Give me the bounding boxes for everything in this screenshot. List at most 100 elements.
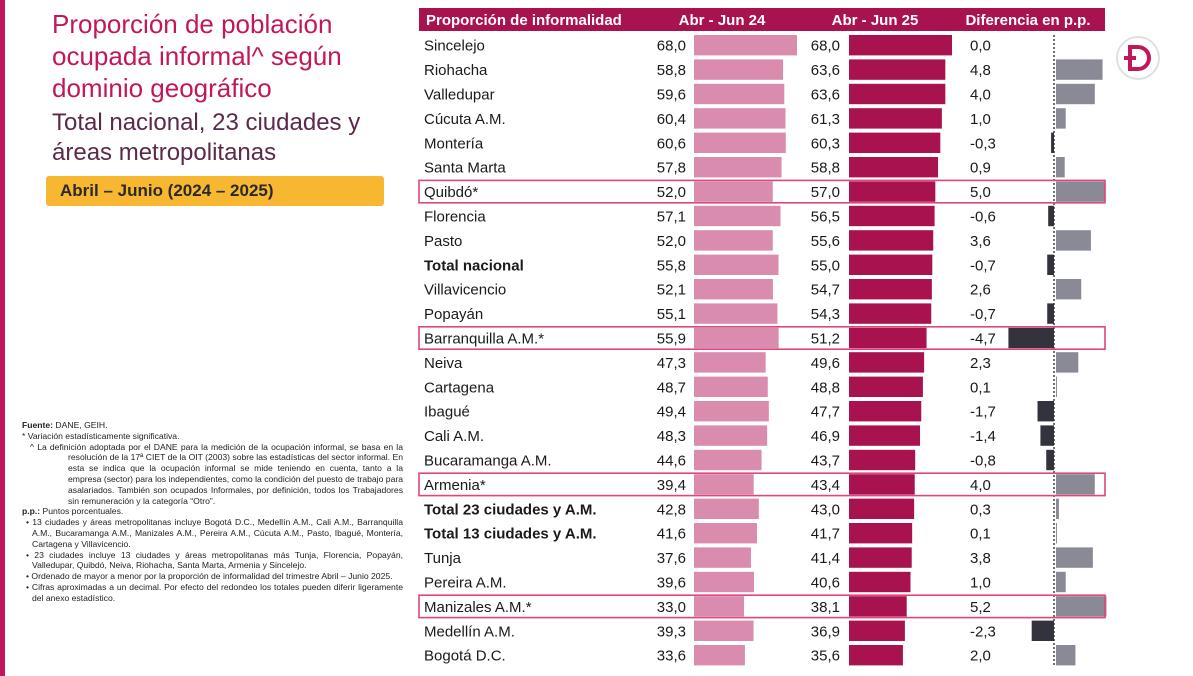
row-label: Villavicencio bbox=[424, 282, 506, 299]
row-label: Cartagena bbox=[424, 379, 495, 396]
bar-2024 bbox=[694, 596, 744, 617]
value-2025: 63,6 bbox=[811, 87, 840, 104]
row-label: Cali A.M. bbox=[424, 428, 484, 445]
bar-2024 bbox=[694, 303, 778, 324]
period-badge: Abril – Junio (2024 – 2025) bbox=[46, 176, 384, 206]
diff-bar bbox=[1056, 376, 1057, 397]
row-label: Florencia bbox=[424, 209, 486, 226]
value-2024: 55,9 bbox=[657, 331, 686, 348]
bar-2024 bbox=[694, 474, 754, 495]
note-rounding: • Cifras aproximadas a un decimal. Por e… bbox=[26, 581, 403, 603]
diff-value: -1,7 bbox=[970, 404, 996, 421]
bar-2024 bbox=[694, 254, 779, 275]
diff-bar bbox=[1046, 449, 1054, 471]
source-label: Fuente: bbox=[22, 420, 54, 430]
bar-2024 bbox=[694, 205, 781, 227]
bar-2025 bbox=[849, 547, 912, 568]
value-2024: 60,4 bbox=[657, 111, 686, 128]
diff-bar bbox=[1056, 59, 1103, 80]
row-label: Armenia* bbox=[424, 477, 486, 494]
row-label: Total nacional bbox=[424, 257, 524, 274]
diff-value: -1,4 bbox=[970, 428, 996, 445]
diff-value: 0,0 bbox=[970, 38, 991, 55]
bar-2024 bbox=[694, 59, 784, 80]
diff-value: -0,7 bbox=[970, 306, 996, 323]
value-2025: 58,8 bbox=[811, 160, 840, 177]
bar-2024 bbox=[694, 620, 754, 641]
header-cell: Abr - Jun 25 bbox=[832, 12, 919, 29]
diff-bar bbox=[1056, 352, 1079, 373]
row-label: Quibdó* bbox=[424, 184, 478, 201]
bar-2024 bbox=[694, 35, 797, 56]
row-label: Santa Marta bbox=[424, 160, 506, 177]
diff-value: 3,8 bbox=[970, 550, 991, 567]
value-2025: 41,4 bbox=[811, 550, 840, 567]
diff-value: -0,6 bbox=[970, 209, 996, 226]
bar-2025 bbox=[849, 596, 907, 617]
diff-bar bbox=[1056, 230, 1091, 251]
bar-2024 bbox=[694, 425, 768, 446]
value-2025: 61,3 bbox=[811, 111, 840, 128]
value-2024: 59,6 bbox=[657, 87, 686, 104]
diff-value: -0,7 bbox=[970, 257, 996, 274]
bar-2025 bbox=[849, 254, 933, 275]
pp-note: p.p.: Puntos porcentuales. bbox=[22, 506, 403, 517]
chart-title: Proporción de población ocupada informal… bbox=[52, 9, 342, 103]
bar-2025 bbox=[849, 157, 939, 178]
diff-bar bbox=[1047, 254, 1054, 275]
value-2024: 55,8 bbox=[657, 257, 686, 274]
row-label: Riohacha bbox=[424, 62, 488, 79]
diff-bar bbox=[1056, 571, 1066, 593]
row-label: Manizales A.M.* bbox=[424, 599, 532, 616]
pp-label: p.p.: bbox=[22, 506, 41, 517]
diff-value: -2,3 bbox=[970, 623, 996, 640]
value-2025: 63,6 bbox=[811, 62, 840, 79]
value-2024: 48,7 bbox=[657, 379, 686, 396]
diff-value: 3,6 bbox=[970, 233, 991, 250]
bar-2025 bbox=[849, 35, 952, 56]
value-2024: 44,6 bbox=[657, 453, 686, 470]
value-2025: 54,7 bbox=[811, 282, 840, 299]
bar-2024 bbox=[694, 181, 773, 202]
diff-value: 4,8 bbox=[970, 62, 991, 79]
header-cell: Proporción de informalidad bbox=[426, 12, 622, 29]
significant-row-highlight bbox=[418, 325, 1106, 350]
diff-bar bbox=[1008, 327, 1054, 349]
diff-bar bbox=[1056, 498, 1059, 519]
value-2024: 33,0 bbox=[657, 599, 686, 616]
value-2025: 68,0 bbox=[811, 38, 840, 55]
diff-value: 0,1 bbox=[970, 379, 991, 396]
dane-logo bbox=[1116, 36, 1160, 80]
value-2024: 55,1 bbox=[657, 306, 686, 323]
row-label: Tunja bbox=[424, 550, 462, 567]
row-label: Sincelejo bbox=[424, 38, 485, 55]
row-label: Montería bbox=[424, 135, 484, 152]
diff-bar bbox=[1048, 205, 1054, 227]
diff-bar bbox=[1056, 83, 1095, 105]
diff-value: 0,1 bbox=[970, 526, 991, 543]
value-2024: 42,8 bbox=[657, 501, 686, 518]
value-2024: 33,6 bbox=[657, 648, 686, 665]
row-label: Total 13 ciudades y A.M. bbox=[424, 526, 597, 543]
value-2025: 47,7 bbox=[811, 404, 840, 421]
bar-2025 bbox=[849, 523, 913, 544]
value-2024: 47,3 bbox=[657, 355, 686, 372]
diff-value: 0,3 bbox=[970, 501, 991, 518]
diff-bar bbox=[1056, 547, 1093, 568]
diff-value: 5,0 bbox=[970, 184, 991, 201]
diff-bar bbox=[1031, 620, 1054, 641]
diff-value: 5,2 bbox=[970, 599, 991, 616]
value-2025: 41,7 bbox=[811, 526, 840, 543]
bar-2025 bbox=[849, 376, 923, 397]
value-2024: 41,6 bbox=[657, 526, 686, 543]
row-label: Popayán bbox=[424, 306, 483, 323]
value-2024: 37,6 bbox=[657, 550, 686, 567]
bar-2024 bbox=[694, 132, 786, 153]
row-label: Bogotá D.C. bbox=[424, 648, 506, 665]
bar-2024 bbox=[694, 83, 785, 105]
diff-bar bbox=[1056, 645, 1076, 666]
bar-2025 bbox=[849, 327, 927, 349]
bar-2024 bbox=[694, 157, 782, 178]
bar-2024 bbox=[694, 523, 758, 544]
value-2025: 35,6 bbox=[811, 648, 840, 665]
